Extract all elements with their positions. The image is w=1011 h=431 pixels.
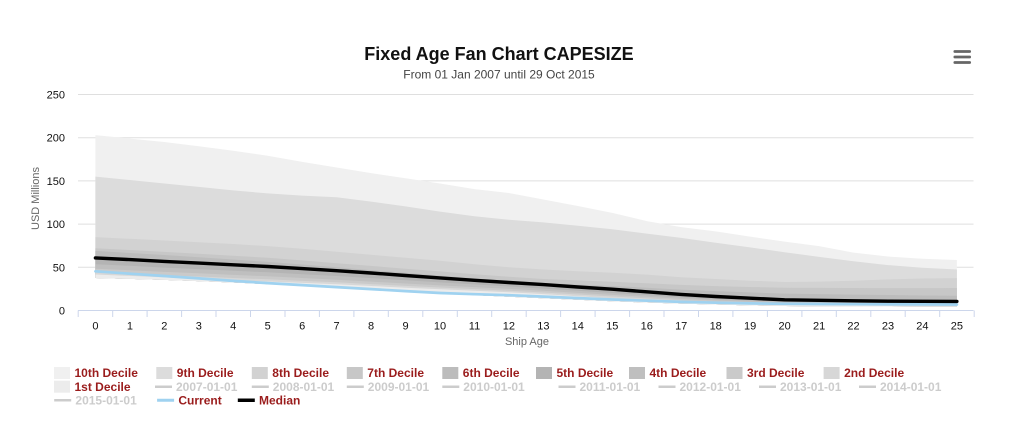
- svg-text:50: 50: [53, 262, 65, 274]
- svg-text:4: 4: [230, 321, 236, 333]
- svg-text:6th Decile: 6th Decile: [463, 366, 520, 380]
- svg-text:Ship Age: Ship Age: [505, 336, 549, 348]
- svg-text:2012-01-01: 2012-01-01: [680, 380, 742, 394]
- svg-text:9: 9: [402, 321, 408, 333]
- svg-text:24: 24: [916, 321, 928, 333]
- svg-text:6: 6: [299, 321, 305, 333]
- svg-text:Fixed Age Fan Chart CAPESIZE: Fixed Age Fan Chart CAPESIZE: [364, 44, 633, 64]
- svg-text:3: 3: [196, 321, 202, 333]
- svg-text:2nd Decile: 2nd Decile: [844, 366, 904, 380]
- svg-text:100: 100: [47, 219, 65, 231]
- svg-text:Median: Median: [259, 393, 300, 407]
- svg-text:21: 21: [813, 321, 825, 333]
- svg-text:11: 11: [469, 321, 480, 333]
- svg-text:5: 5: [265, 321, 271, 333]
- svg-text:250: 250: [47, 90, 65, 102]
- svg-text:4th Decile: 4th Decile: [650, 366, 707, 380]
- svg-text:1st Decile: 1st Decile: [75, 380, 131, 394]
- svg-text:2009-01-01: 2009-01-01: [368, 380, 430, 394]
- svg-text:8th Decile: 8th Decile: [272, 366, 329, 380]
- svg-text:2008-01-01: 2008-01-01: [273, 380, 335, 394]
- svg-text:From 01 Jan 2007 until 29 Oct: From 01 Jan 2007 until 29 Oct 2015: [403, 68, 595, 82]
- svg-text:0: 0: [59, 306, 65, 318]
- svg-text:10th Decile: 10th Decile: [75, 366, 139, 380]
- svg-text:19: 19: [744, 321, 756, 333]
- svg-text:25: 25: [951, 321, 963, 333]
- svg-text:23: 23: [882, 321, 894, 333]
- svg-text:2013-01-01: 2013-01-01: [780, 380, 842, 394]
- svg-text:18: 18: [710, 321, 722, 333]
- svg-text:13: 13: [537, 321, 549, 333]
- svg-text:5th Decile: 5th Decile: [557, 366, 614, 380]
- svg-text:15: 15: [606, 321, 618, 333]
- svg-text:1: 1: [127, 321, 133, 333]
- svg-text:22: 22: [847, 321, 859, 333]
- svg-text:7th Decile: 7th Decile: [367, 366, 424, 380]
- svg-text:3rd Decile: 3rd Decile: [747, 366, 805, 380]
- svg-text:20: 20: [778, 321, 790, 333]
- svg-text:2015-01-01: 2015-01-01: [75, 393, 137, 407]
- svg-text:7: 7: [334, 321, 340, 333]
- svg-text:Current: Current: [178, 393, 221, 407]
- svg-text:14: 14: [572, 321, 584, 333]
- svg-text:0: 0: [92, 321, 98, 333]
- svg-text:2011-01-01: 2011-01-01: [580, 380, 641, 394]
- svg-text:9th Decile: 9th Decile: [177, 366, 234, 380]
- svg-text:2010-01-01: 2010-01-01: [463, 380, 525, 394]
- svg-text:10: 10: [434, 321, 446, 333]
- svg-text:2007-01-01: 2007-01-01: [176, 380, 238, 394]
- svg-text:2014-01-01: 2014-01-01: [880, 380, 942, 394]
- svg-text:16: 16: [641, 321, 653, 333]
- svg-text:12: 12: [503, 321, 515, 333]
- svg-text:2: 2: [161, 321, 167, 333]
- svg-text:USD Millions: USD Millions: [30, 167, 42, 230]
- svg-text:200: 200: [47, 133, 65, 145]
- svg-text:150: 150: [47, 176, 65, 188]
- svg-text:8: 8: [368, 321, 374, 333]
- svg-text:17: 17: [675, 321, 687, 333]
